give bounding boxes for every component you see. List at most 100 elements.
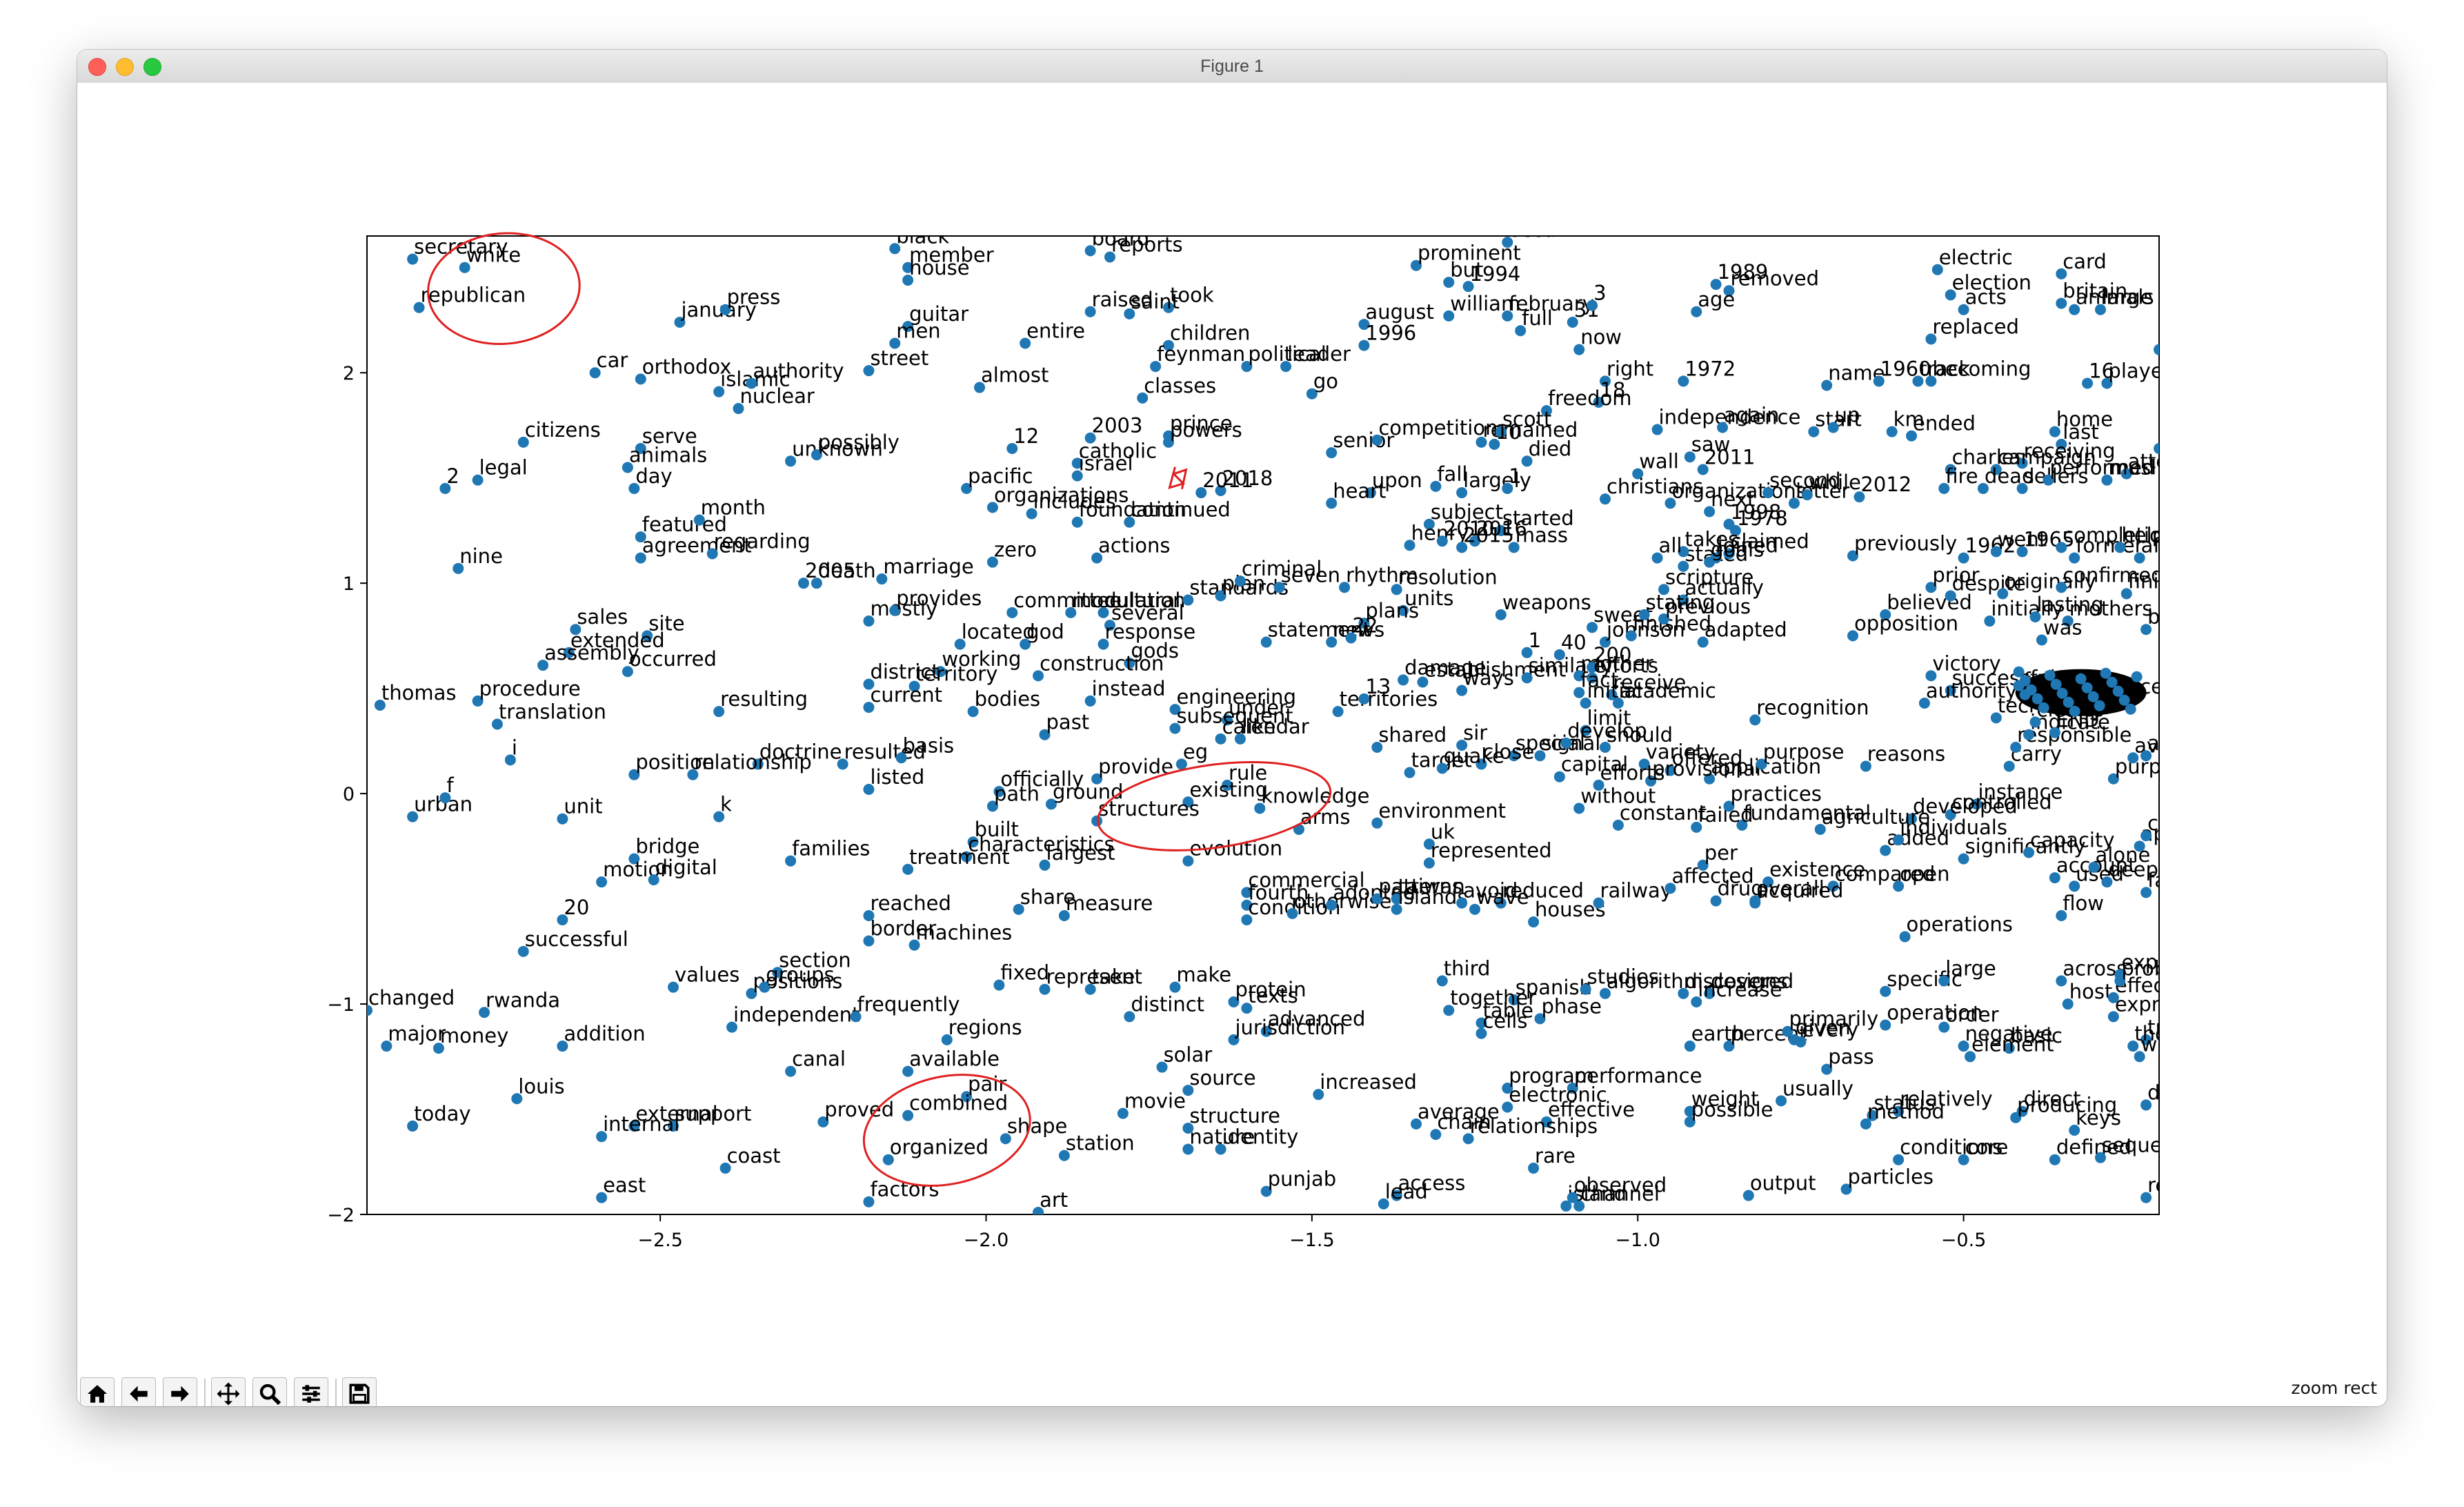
scatter-point (1006, 607, 1018, 618)
scatter-point (1573, 670, 1585, 682)
pan-button[interactable] (211, 1377, 246, 1406)
scatter-point (1540, 405, 1552, 417)
point-label: receiving (2024, 439, 2116, 462)
scatter-point (1925, 375, 1937, 387)
scatter-point (811, 449, 822, 461)
scatter-point (1573, 802, 1585, 814)
point-label: particles (1848, 1165, 1934, 1188)
scatter-point (635, 373, 646, 385)
point-label: external (635, 1102, 717, 1125)
scatter-point (1580, 725, 1591, 736)
figure-window: Figure 1 secretary white republican black me… (77, 50, 2387, 1406)
point-label: cells (1482, 1009, 1527, 1033)
scatter-point (1508, 994, 1520, 1005)
scatter-point (1222, 779, 1233, 791)
scatter-point (889, 243, 901, 255)
scatter-point (1156, 1061, 1168, 1073)
scatter-point (1801, 489, 1813, 501)
point-label: children (1170, 322, 1250, 345)
scatter-point (1931, 264, 1943, 275)
point-label: modulation (1072, 589, 1185, 612)
minimize-window-button[interactable] (116, 58, 134, 76)
x-tick-label: −2.0 (964, 1230, 1009, 1251)
point-label: motion (603, 858, 673, 881)
scatter-point (1476, 758, 1487, 770)
point-label: agriculture (1822, 805, 1930, 829)
forward-button[interactable] (163, 1377, 197, 1406)
scatter-point (967, 706, 979, 718)
point-label: addition (564, 1022, 645, 1045)
point-label: religious (2147, 1174, 2232, 1197)
point-label: go (1313, 370, 1338, 393)
scatter-point (2107, 992, 2119, 1003)
point-label: uk (1431, 820, 1455, 843)
scatter-point (1906, 813, 1918, 825)
point-label: 40 (1561, 631, 1587, 654)
scatter-point (1045, 798, 1057, 810)
point-label: chain (1437, 1110, 1491, 1134)
zoom-button[interactable] (252, 1377, 287, 1406)
scatter-point (1553, 649, 1565, 660)
scatter-point (1391, 903, 1402, 915)
point-label: frequently (857, 992, 960, 1016)
scatter-point (1658, 584, 1670, 595)
point-label: car (597, 348, 628, 372)
point-label: performed (2049, 456, 2154, 480)
scatter-point (2088, 861, 2100, 873)
point-label: make (1176, 963, 1231, 987)
point-label: values (675, 963, 739, 987)
point-label: avoid (1463, 879, 1518, 903)
scatter-point (1378, 1198, 1389, 1210)
point-label: upon (1372, 469, 1422, 492)
scatter-point (1404, 767, 1415, 778)
scatter-point (1215, 1143, 1226, 1155)
configure-subplots-button[interactable] (294, 1377, 328, 1406)
point-label: opposition (1854, 611, 1958, 635)
point-label: 1 (1509, 464, 1521, 488)
scatter-point (1678, 375, 1689, 387)
home-button[interactable] (80, 1377, 115, 1406)
figure-canvas[interactable]: secretary white republican black member house… (77, 83, 2387, 1373)
scatter-point (1710, 279, 1722, 290)
scatter-point (1456, 487, 1468, 499)
point-label: nine (459, 544, 503, 568)
scatter-point (1678, 560, 1689, 572)
scatter-point (1691, 996, 1702, 1008)
point-label: up (1835, 404, 1860, 427)
back-button[interactable] (121, 1377, 156, 1406)
axes-frame (366, 235, 2160, 1215)
scatter-point (2056, 268, 2067, 279)
x-tick-label: −0.5 (1941, 1230, 1987, 1251)
close-window-button[interactable] (88, 58, 106, 76)
point-label: completion (2063, 523, 2174, 546)
scatter-point (1665, 883, 1676, 894)
scatter-point (1560, 737, 1572, 749)
scatter-point (863, 365, 875, 377)
scatter-point (889, 337, 901, 349)
point-label: individuals (1900, 816, 2007, 839)
title-bar[interactable]: Figure 1 (77, 50, 2387, 83)
scatter-point (381, 1041, 393, 1052)
scatter-point (2013, 666, 2025, 678)
point-label: includes (1033, 490, 1116, 513)
scatter-point (2016, 457, 2028, 469)
scatter-point (453, 562, 464, 574)
scatter-point (2100, 667, 2112, 679)
x-tick-label: −1.0 (1615, 1230, 1660, 1251)
save-button[interactable] (342, 1377, 377, 1406)
scatter-point (1195, 487, 1207, 499)
maximize-window-button[interactable] (143, 58, 161, 76)
point-label: actions (1098, 534, 1170, 558)
scatter-point (719, 1162, 731, 1174)
point-label: past (1046, 711, 1090, 734)
point-label: practices (1730, 782, 1821, 805)
scatter-point (1762, 487, 1774, 499)
scatter-point (1762, 876, 1774, 888)
point-label: large (1945, 957, 1996, 981)
point-label: controlled (1952, 791, 2052, 814)
scatter-point (2016, 546, 2028, 558)
scatter-point (1945, 809, 1956, 820)
point-label: 12 (1013, 424, 1039, 448)
